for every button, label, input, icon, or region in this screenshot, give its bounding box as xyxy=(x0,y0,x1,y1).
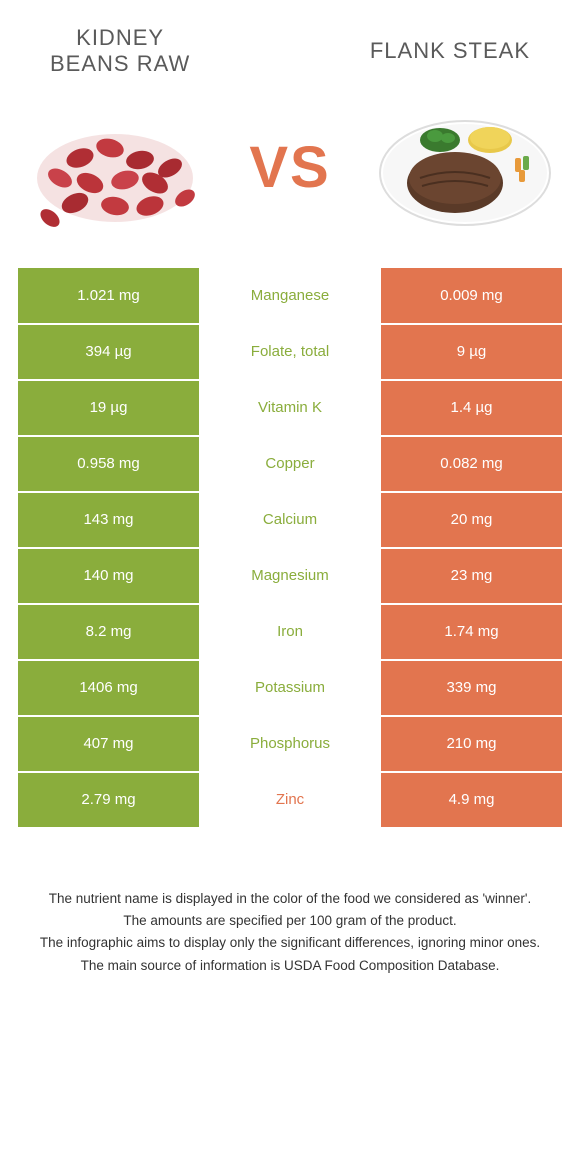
vs-label: VS xyxy=(249,134,330,201)
nutrient-name: Vitamin K xyxy=(200,380,380,436)
right-value: 1.4 µg xyxy=(380,380,562,436)
nutrient-row: 1.021 mgManganese0.009 mg xyxy=(18,268,562,324)
nutrient-name: Folate, total xyxy=(200,324,380,380)
nutrient-row: 407 mgPhosphorus210 mg xyxy=(18,716,562,772)
right-value: 0.009 mg xyxy=(380,268,562,324)
right-value: 4.9 mg xyxy=(380,772,562,828)
nutrient-name: Phosphorus xyxy=(200,716,380,772)
left-value: 2.79 mg xyxy=(18,772,200,828)
nutrient-row: 19 µgVitamin K1.4 µg xyxy=(18,380,562,436)
left-value: 19 µg xyxy=(18,380,200,436)
left-food-image xyxy=(20,98,210,238)
right-value: 20 mg xyxy=(380,492,562,548)
left-value: 8.2 mg xyxy=(18,604,200,660)
left-value: 394 µg xyxy=(18,324,200,380)
right-value: 9 µg xyxy=(380,324,562,380)
nutrient-name: Potassium xyxy=(200,660,380,716)
header-row: Kidney beans raw Flank steak xyxy=(0,0,580,88)
right-value: 1.74 mg xyxy=(380,604,562,660)
nutrient-table: 1.021 mgManganese0.009 mg394 µgFolate, t… xyxy=(18,268,562,829)
right-value: 23 mg xyxy=(380,548,562,604)
footer-line: The amounts are specified per 100 gram o… xyxy=(30,911,550,931)
nutrient-row: 0.958 mgCopper0.082 mg xyxy=(18,436,562,492)
nutrient-row: 394 µgFolate, total9 µg xyxy=(18,324,562,380)
nutrient-name: Calcium xyxy=(200,492,380,548)
left-value: 1.021 mg xyxy=(18,268,200,324)
images-row: VS xyxy=(0,88,580,268)
nutrient-name: Manganese xyxy=(200,268,380,324)
nutrient-row: 143 mgCalcium20 mg xyxy=(18,492,562,548)
footer-line: The infographic aims to display only the… xyxy=(30,933,550,953)
nutrient-name: Copper xyxy=(200,436,380,492)
left-value: 143 mg xyxy=(18,492,200,548)
footer-notes: The nutrient name is displayed in the co… xyxy=(0,829,580,976)
nutrient-row: 2.79 mgZinc4.9 mg xyxy=(18,772,562,828)
nutrient-row: 140 mgMagnesium23 mg xyxy=(18,548,562,604)
left-food-title: Kidney beans raw xyxy=(50,25,190,78)
nutrient-name: Magnesium xyxy=(200,548,380,604)
right-value: 0.082 mg xyxy=(380,436,562,492)
footer-line: The main source of information is USDA F… xyxy=(30,956,550,976)
left-value: 1406 mg xyxy=(18,660,200,716)
right-value: 210 mg xyxy=(380,716,562,772)
nutrient-row: 8.2 mgIron1.74 mg xyxy=(18,604,562,660)
right-food-image xyxy=(370,98,560,238)
nutrient-name: Zinc xyxy=(200,772,380,828)
footer-line: The nutrient name is displayed in the co… xyxy=(30,889,550,909)
left-value: 407 mg xyxy=(18,716,200,772)
left-value: 140 mg xyxy=(18,548,200,604)
right-value: 339 mg xyxy=(380,660,562,716)
left-value: 0.958 mg xyxy=(18,436,200,492)
right-food-title: Flank steak xyxy=(370,38,530,64)
nutrient-row: 1406 mgPotassium339 mg xyxy=(18,660,562,716)
nutrient-name: Iron xyxy=(200,604,380,660)
